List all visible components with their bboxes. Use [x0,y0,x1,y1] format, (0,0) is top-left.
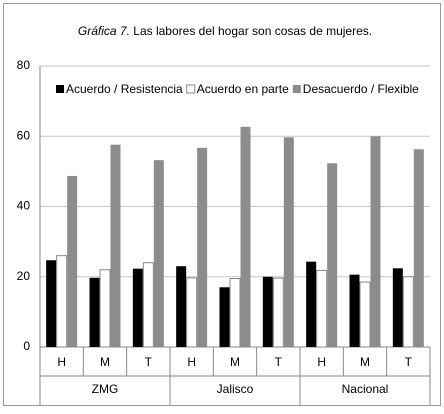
bar [176,266,187,347]
bar [327,163,338,347]
x-tick-label: T [275,355,283,369]
bar [359,281,371,348]
x-tick-label: H [187,355,196,369]
bar [392,268,403,347]
x-tick-label: T [145,355,153,369]
bar [402,276,414,348]
bar [229,278,241,348]
x-tick-label: M [230,355,240,369]
y-tick-label: 40 [17,199,31,213]
y-tick-label: 60 [17,128,31,142]
x-tick-label: H [57,355,66,369]
title-italic: Gráfica 7. [78,24,130,38]
bar [56,255,68,348]
bar [349,274,360,347]
y-tick-label: 0 [23,339,30,353]
title-text: Las labores del hogar son cosas de mujer… [133,24,372,38]
x-tick-label: M [360,355,370,369]
legend-swatch [292,85,301,93]
bar [272,277,284,348]
bar [110,144,121,347]
bar [197,147,208,347]
bar [316,269,328,348]
chart-title: Gráfica 7. Las labores del hogar son cos… [78,24,372,38]
group-label: ZMG [92,382,119,396]
legend-label: Desacuerdo / Flexible [303,82,419,96]
bar [46,260,57,347]
bar [370,136,381,347]
bar [240,126,251,347]
bar [186,277,198,348]
bar [99,269,111,348]
legend-label: Acuerdo en parte [197,82,289,96]
legend-label: Acuerdo / Resistencia [66,82,183,96]
x-tick-label: M [100,355,110,369]
legend-swatch [56,85,64,93]
bar [153,160,164,347]
bar [142,262,154,348]
x-tick-label: T [405,355,413,369]
bar [67,175,78,347]
legend-swatch [186,84,196,94]
group-label: Nacional [342,382,389,396]
group-label: Jalisco [217,382,254,396]
bar [262,276,273,347]
bar [283,137,294,347]
bar [306,261,317,347]
bar [89,277,100,347]
x-tick-label: H [317,355,326,369]
bar [413,149,424,347]
y-tick-label: 80 [17,58,31,72]
bar [219,287,230,347]
y-tick-label: 20 [17,269,31,283]
bar [132,268,143,347]
